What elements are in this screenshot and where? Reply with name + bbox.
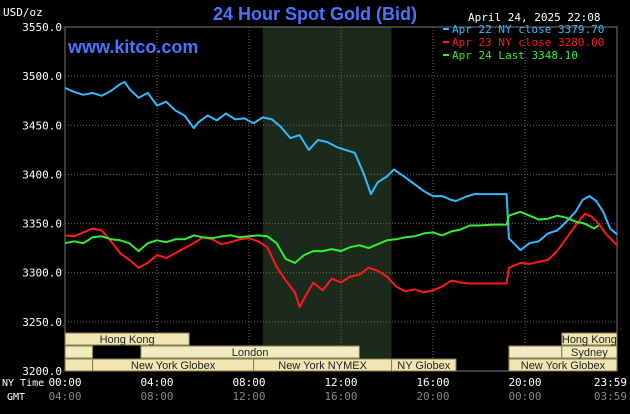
series-line-1	[64, 81, 618, 252]
session-label: Sydney	[571, 347, 608, 359]
session-bar	[64, 345, 94, 359]
legend-entry-1: Apr 22 NY close 3379.70	[452, 23, 604, 36]
x-tick-label-gmt: 16:00	[324, 390, 357, 403]
x-tick-label-ny: 12:00	[324, 376, 357, 389]
session-bar	[508, 358, 618, 372]
timestamp: April 24, 2025 22:08	[468, 11, 601, 24]
x-tick-label-ny: 20:00	[508, 376, 541, 389]
session-bar	[391, 358, 457, 372]
y-tick-label: 3350.0	[22, 218, 62, 231]
legend-entry-3: Apr 24 Last 3348.10	[452, 49, 578, 62]
session-label: London	[232, 347, 269, 359]
session-label: New York NYMEX	[278, 360, 367, 372]
session-label: New York Globex	[521, 360, 606, 372]
shaded-session-region	[262, 27, 392, 371]
x-axis-row-label-gmt: GMT	[7, 392, 25, 403]
y-tick-label: 3450.0	[22, 119, 62, 132]
x-tick-label-gmt: 20:00	[416, 390, 449, 403]
x-tick-label-ny: 08:00	[232, 376, 265, 389]
y-tick-label: 3400.0	[22, 168, 62, 181]
x-tick-label-gmt: 08:00	[140, 390, 173, 403]
unit-label: USD/oz	[3, 6, 43, 19]
y-tick-label: 3300.0	[22, 267, 62, 280]
x-tick-label-ny: 23:59	[594, 376, 627, 389]
session-bar	[140, 345, 360, 359]
y-tick-label: 3550.0	[22, 21, 62, 34]
session-bar	[561, 332, 618, 346]
session-label: New York Globex	[131, 360, 216, 372]
x-tick-label-gmt: 04:00	[48, 390, 81, 403]
x-tick-label-ny: 00:00	[48, 376, 81, 389]
series-line-3	[64, 210, 600, 264]
y-tick-label: 3500.0	[22, 70, 62, 83]
session-label: Hong Kong	[100, 334, 155, 346]
site-watermark: www.kitco.com	[68, 37, 199, 57]
x-tick-label-ny: 04:00	[140, 376, 173, 389]
session-bar	[561, 345, 618, 359]
series-line-2	[64, 212, 618, 309]
session-label: NY Globex	[397, 360, 450, 372]
session-bar	[64, 358, 94, 372]
chart-title: 24 Hour Spot Gold (Bid)	[213, 4, 417, 24]
session-label: Hong Kong	[562, 334, 617, 346]
x-tick-label-gmt: 00:00	[508, 390, 541, 403]
x-tick-label-gmt: 03:59	[594, 390, 627, 403]
x-tick-label-gmt: 12:00	[232, 390, 265, 403]
session-bar	[64, 332, 190, 346]
y-tick-label: 3250.0	[22, 316, 62, 329]
x-axis-row-label-ny: NY Time	[2, 378, 44, 389]
legend-entry-2: Apr 23 NY close 3280.00	[452, 36, 604, 49]
session-bar	[508, 345, 563, 359]
y-tick-label: 3200.0	[22, 365, 62, 378]
x-tick-label-ny: 16:00	[416, 376, 449, 389]
